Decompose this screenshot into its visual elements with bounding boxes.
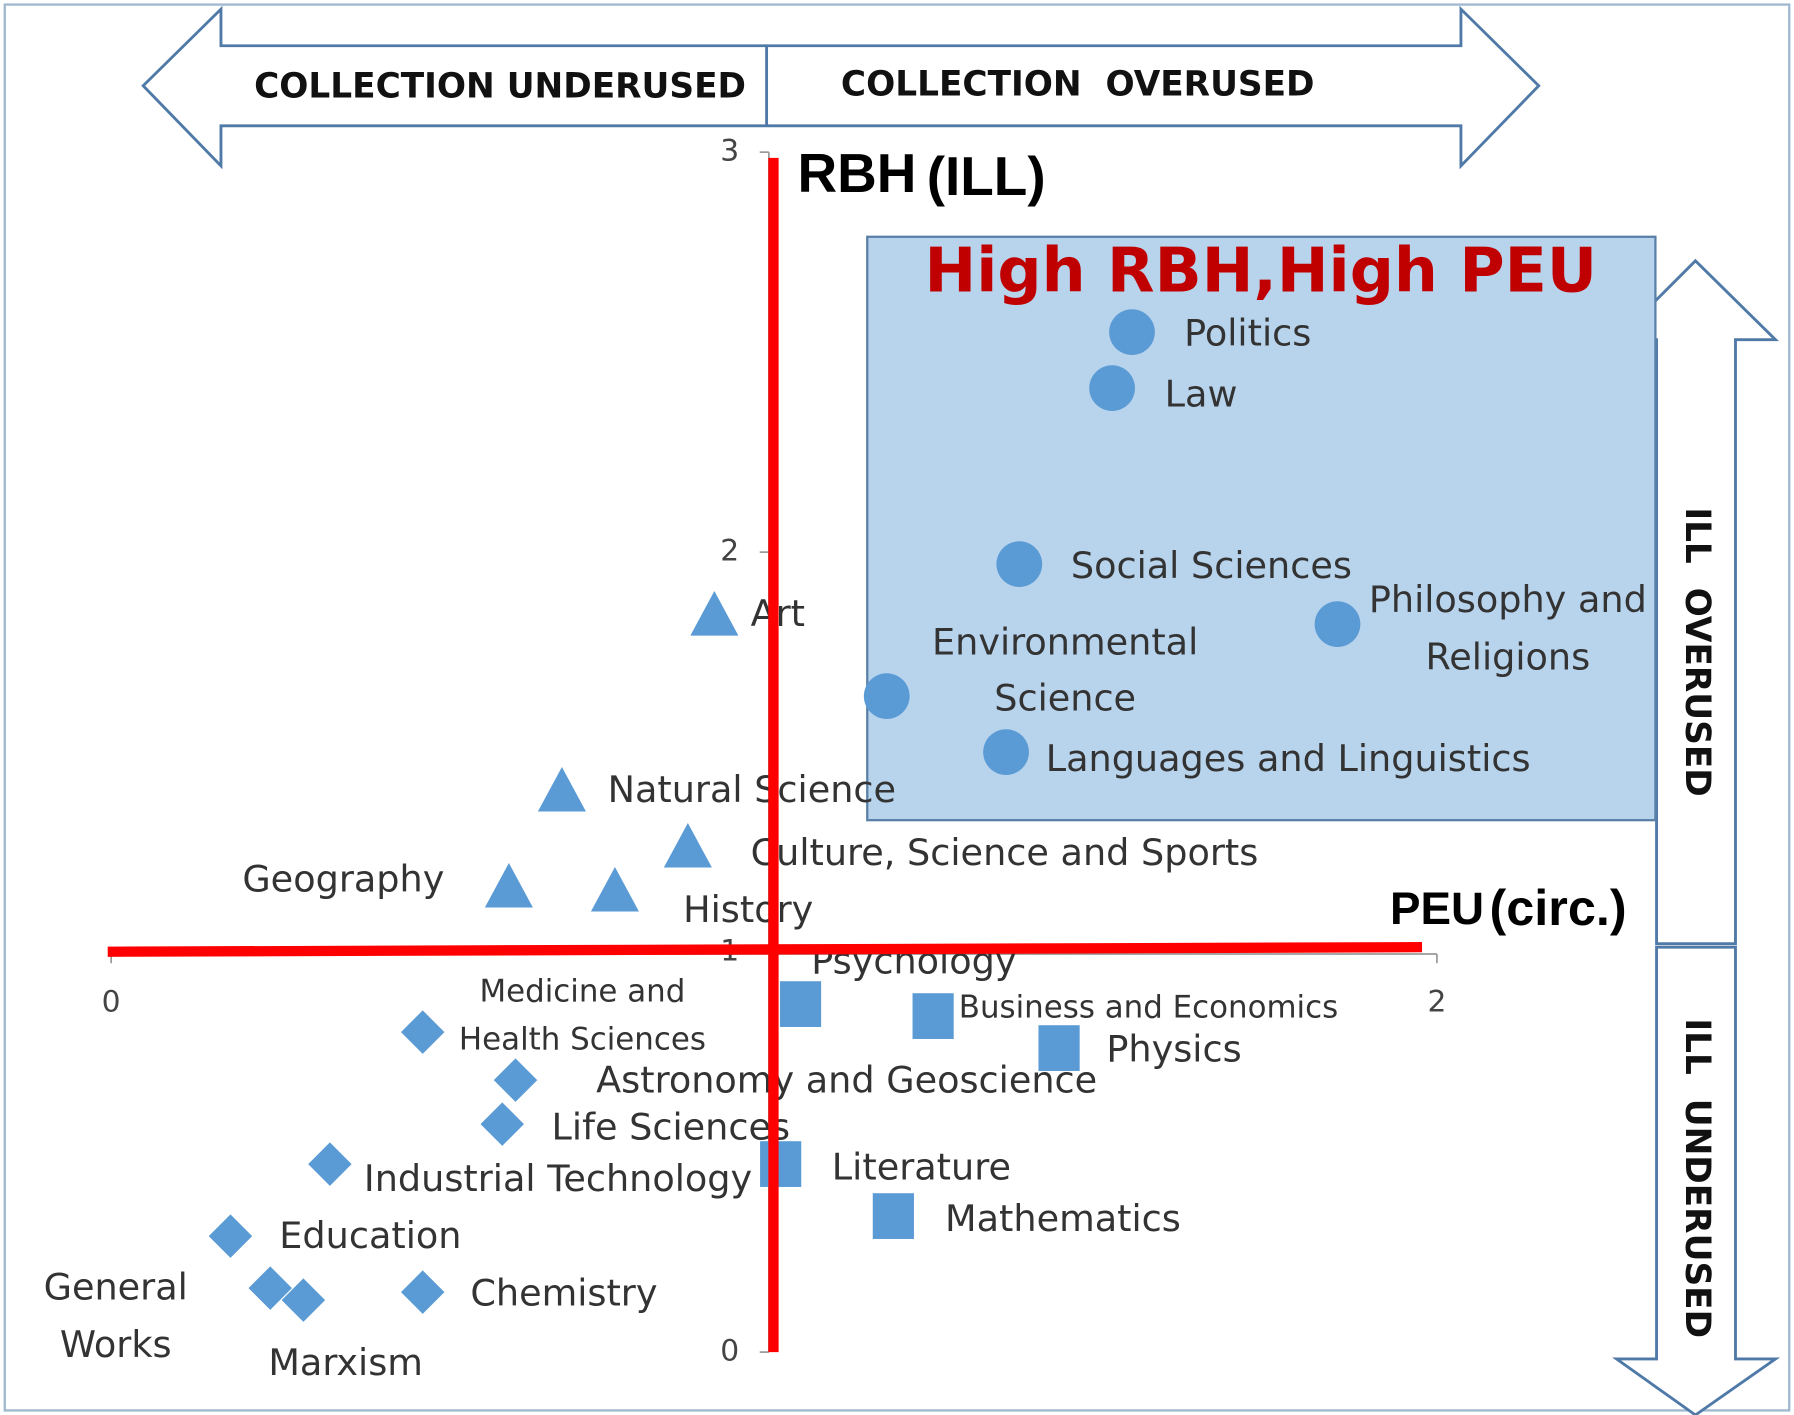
x-axis-title: PEU (1390, 883, 1484, 934)
point-triangle (590, 866, 639, 912)
x-axis-title: (circ.) (1490, 879, 1627, 936)
x-tick-label: 0 (102, 985, 121, 1020)
point-triangle (537, 766, 586, 812)
point-label: Environmental (932, 621, 1198, 664)
point-square (1038, 1025, 1080, 1071)
ill-overused: ILL OVERUSED (1677, 507, 1717, 796)
point-label: Business and Economics (959, 989, 1338, 1025)
point-diamond (208, 1214, 253, 1258)
y-tick-label: 0 (720, 1334, 739, 1369)
point-diamond (308, 1142, 352, 1186)
point-label: Law (1165, 372, 1238, 415)
point-label: Health Sciences (459, 1021, 706, 1057)
point-label: Culture, Science and Sports (751, 831, 1259, 874)
point-label: Astronomy and Geoscience (596, 1059, 1097, 1102)
point-triangle (484, 862, 533, 908)
point-triangle (663, 822, 712, 868)
point-label: History (683, 888, 813, 931)
point-label: Education (279, 1214, 461, 1257)
point-square (779, 981, 822, 1027)
x-tick-label: 2 (1427, 985, 1446, 1020)
collection-arrow (141, 5, 1541, 170)
point-label: General (44, 1266, 188, 1309)
y-tick-label: 2 (720, 534, 739, 569)
point-square (912, 993, 954, 1039)
point-triangle (690, 590, 739, 636)
point-diamond (400, 1270, 445, 1314)
point-circle (983, 729, 1029, 775)
point-circle (1089, 365, 1135, 412)
point-circle (1109, 309, 1155, 356)
point-square (760, 1141, 802, 1187)
point-diamond (480, 1102, 524, 1146)
collection-overused: COLLECTION OVERUSED (841, 64, 1315, 104)
point-diamond (493, 1058, 538, 1102)
point-label: Mathematics (945, 1197, 1181, 1240)
point-label: Industrial Technology (364, 1157, 752, 1200)
point-square (872, 1193, 914, 1239)
frame (3, 3, 1791, 1412)
y-axis-title: (ILL) (927, 145, 1046, 207)
point-label: Medicine and (480, 973, 686, 1009)
point-circle (863, 673, 910, 719)
quadrant-box (866, 235, 1657, 822)
ill-underused-arrow (1612, 945, 1781, 1415)
point-label: Natural Science (608, 768, 896, 811)
point-label: Physics (1106, 1028, 1241, 1071)
point-circle (996, 541, 1043, 587)
y-tick-label: 3 (720, 134, 739, 169)
point-label: Politics (1184, 312, 1311, 355)
point-label: Religions (1426, 635, 1591, 678)
quadrant-divider (107, 941, 1423, 957)
point-diamond (400, 1010, 445, 1054)
point-circle (1314, 601, 1361, 647)
point-label: Marxism (268, 1341, 423, 1384)
point-label: Life Sciences (552, 1106, 791, 1149)
point-label: Geography (242, 857, 444, 900)
quadrant-label: High RBH,High PEU (925, 235, 1598, 307)
point-label: Chemistry (470, 1271, 657, 1314)
collection-underused: COLLECTION UNDERUSED (254, 67, 746, 107)
point-label: Languages and Linguistics (1046, 737, 1531, 780)
point-label: Literature (832, 1146, 1011, 1189)
point-label: Philosophy and (1369, 578, 1647, 621)
point-diamond (248, 1266, 292, 1310)
point-label: Science (994, 677, 1136, 720)
point-label: Social Sciences (1071, 544, 1352, 587)
y-axis-title: RBH (797, 142, 916, 204)
point-diamond (281, 1278, 326, 1322)
point-label: Works (60, 1323, 172, 1366)
ill-underused: ILL UNDERUSED (1677, 1018, 1717, 1338)
